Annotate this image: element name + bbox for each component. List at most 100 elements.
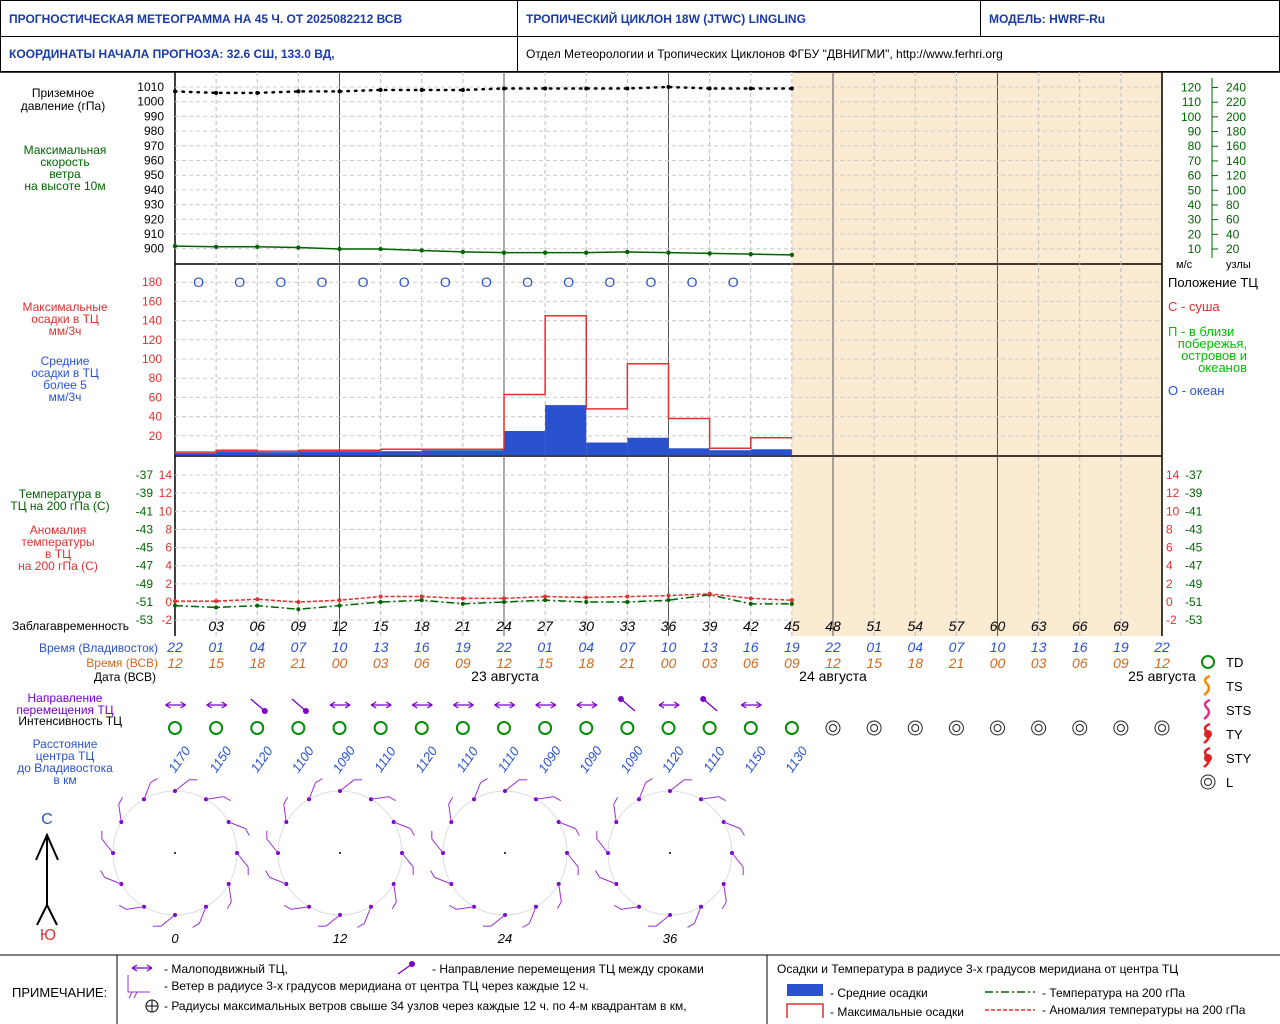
intensity-td-marker bbox=[455, 721, 470, 735]
distance-value: 1090 bbox=[329, 743, 358, 776]
direction-arrow bbox=[165, 701, 186, 709]
compass-arrow-tail bbox=[36, 902, 58, 926]
anom-label: в ТЦ bbox=[45, 547, 71, 561]
wind-barb bbox=[740, 828, 745, 836]
legend-avg-precip-icon bbox=[787, 984, 823, 996]
vsv-time-tick: 21 bbox=[948, 655, 965, 671]
max-precip-line bbox=[175, 315, 792, 453]
temp-tick-label: -41 bbox=[1185, 504, 1203, 518]
wind-barb bbox=[228, 821, 246, 830]
intensity-l-marker bbox=[866, 720, 882, 736]
avg-precip-bar bbox=[257, 452, 299, 455]
temp-tick-label: -45 bbox=[1185, 541, 1203, 555]
pressure-tick-label: 1000 bbox=[137, 95, 164, 109]
anomaly200-point bbox=[460, 596, 465, 601]
wind-barb bbox=[391, 901, 397, 909]
pressure-point bbox=[502, 86, 506, 91]
wind-barb bbox=[410, 828, 415, 836]
wind-speed-point bbox=[542, 250, 548, 255]
pressure-point bbox=[625, 86, 630, 91]
distance-value: 1120 bbox=[247, 743, 276, 775]
wind-speed-point bbox=[707, 251, 712, 256]
wind-speed-point bbox=[789, 252, 795, 258]
direction-arrow-shaft bbox=[250, 698, 266, 712]
vsv-time-tick: 03 bbox=[702, 655, 718, 671]
temp200-point bbox=[378, 600, 383, 604]
position-marker: O bbox=[687, 274, 698, 290]
wind-barb bbox=[339, 779, 355, 792]
leadtime-tick: 54 bbox=[907, 618, 923, 634]
wind-ms-tick-label: 80 bbox=[1188, 139, 1202, 153]
wind-rose-center bbox=[339, 852, 341, 854]
anom-label: температуры bbox=[21, 535, 94, 549]
wind-barb bbox=[723, 883, 727, 902]
vsv-time-tick: 06 bbox=[414, 655, 430, 671]
anom-tick-label: 6 bbox=[1166, 541, 1173, 555]
avg-precip-bar bbox=[627, 437, 669, 455]
anomaly200-point bbox=[255, 597, 260, 602]
leadtime-tick: 30 bbox=[578, 618, 594, 634]
leadtime-tick: 18 bbox=[414, 618, 430, 634]
temp-tick-label: -51 bbox=[136, 595, 154, 609]
anom-tick-label: 12 bbox=[1166, 486, 1180, 500]
vladivostok-time-tick: 22 bbox=[166, 639, 183, 655]
anomaly200-line bbox=[175, 593, 792, 603]
wind-barb bbox=[721, 901, 727, 909]
distance-value: 1090 bbox=[535, 743, 564, 776]
anom-tick-label: 2 bbox=[165, 577, 172, 591]
vsv-time-tick: 09 bbox=[784, 655, 800, 671]
intensity-legend-td-icon bbox=[1201, 655, 1215, 669]
wind-ms-tick-label: 20 bbox=[1188, 227, 1202, 241]
leadtime-tick: 12 bbox=[332, 618, 348, 634]
wind-barb bbox=[291, 906, 310, 910]
wind-speed-point bbox=[296, 245, 301, 250]
vsv-time-tick: 03 bbox=[373, 655, 389, 671]
leadtime-tick: 51 bbox=[866, 618, 882, 634]
intensity-l-marker bbox=[825, 720, 841, 736]
intensity-legend-label: STS bbox=[1226, 703, 1252, 718]
precip-tick-label: 40 bbox=[149, 410, 163, 424]
vsv-time-tick: 15 bbox=[866, 655, 882, 671]
anom-label: Аномалия bbox=[30, 523, 86, 537]
wind-label: на высоте 10м bbox=[24, 179, 105, 193]
direction-arrow-head bbox=[206, 701, 228, 709]
direction-arrow-head bbox=[740, 701, 762, 709]
leadtime-tick: 21 bbox=[454, 618, 471, 634]
vsv-time-tick: 15 bbox=[208, 655, 224, 671]
wind-barb bbox=[118, 797, 124, 805]
vladivostok-time-tick: 01 bbox=[208, 639, 224, 655]
wind-ms-tick-label: 60 bbox=[1188, 169, 1202, 183]
legend-max-precip-text: - Максимальные осадки bbox=[830, 1005, 964, 1019]
temp-tick-label: -49 bbox=[1185, 577, 1203, 591]
wind-ms-tick-label: 90 bbox=[1188, 125, 1202, 139]
pressure-point bbox=[460, 87, 465, 92]
wind-barb bbox=[284, 904, 292, 910]
wind-kt-tick-label: 160 bbox=[1226, 139, 1246, 153]
wind-ms-tick-label: 30 bbox=[1188, 213, 1202, 227]
distance-value: 1130 bbox=[782, 743, 811, 775]
wind-barb bbox=[596, 838, 609, 854]
forecast-period-shade bbox=[791, 72, 1162, 636]
wind-barb bbox=[566, 852, 579, 868]
precip-tick-label: 140 bbox=[142, 314, 162, 328]
direction-arrow bbox=[740, 701, 762, 709]
wind-barb bbox=[160, 914, 176, 927]
wind-ms-tick-label: 10 bbox=[1188, 242, 1202, 256]
position-land: С - суша bbox=[1168, 299, 1220, 314]
vladivostok-time-tick: 22 bbox=[495, 639, 512, 655]
intensity-td-marker bbox=[291, 721, 306, 735]
anom-tick-label: 8 bbox=[1166, 522, 1173, 536]
vladivostok-time-tick: 16 bbox=[414, 639, 430, 655]
avg-precip-bar bbox=[216, 451, 258, 455]
direction-arrow bbox=[250, 698, 268, 714]
vladivostok-time-tick: 10 bbox=[990, 639, 1006, 655]
intensity-l-marker bbox=[907, 720, 923, 736]
wind-barb bbox=[613, 797, 619, 805]
date-tick: 24 августа bbox=[799, 668, 867, 684]
distance-label: до Владивостока bbox=[17, 761, 113, 775]
leadtime-tick: 63 bbox=[1031, 618, 1047, 634]
wind-barb bbox=[718, 796, 726, 802]
pressure-point bbox=[419, 87, 424, 92]
direction-arrow-shaft bbox=[291, 698, 307, 712]
intensity-td-marker bbox=[497, 721, 511, 735]
